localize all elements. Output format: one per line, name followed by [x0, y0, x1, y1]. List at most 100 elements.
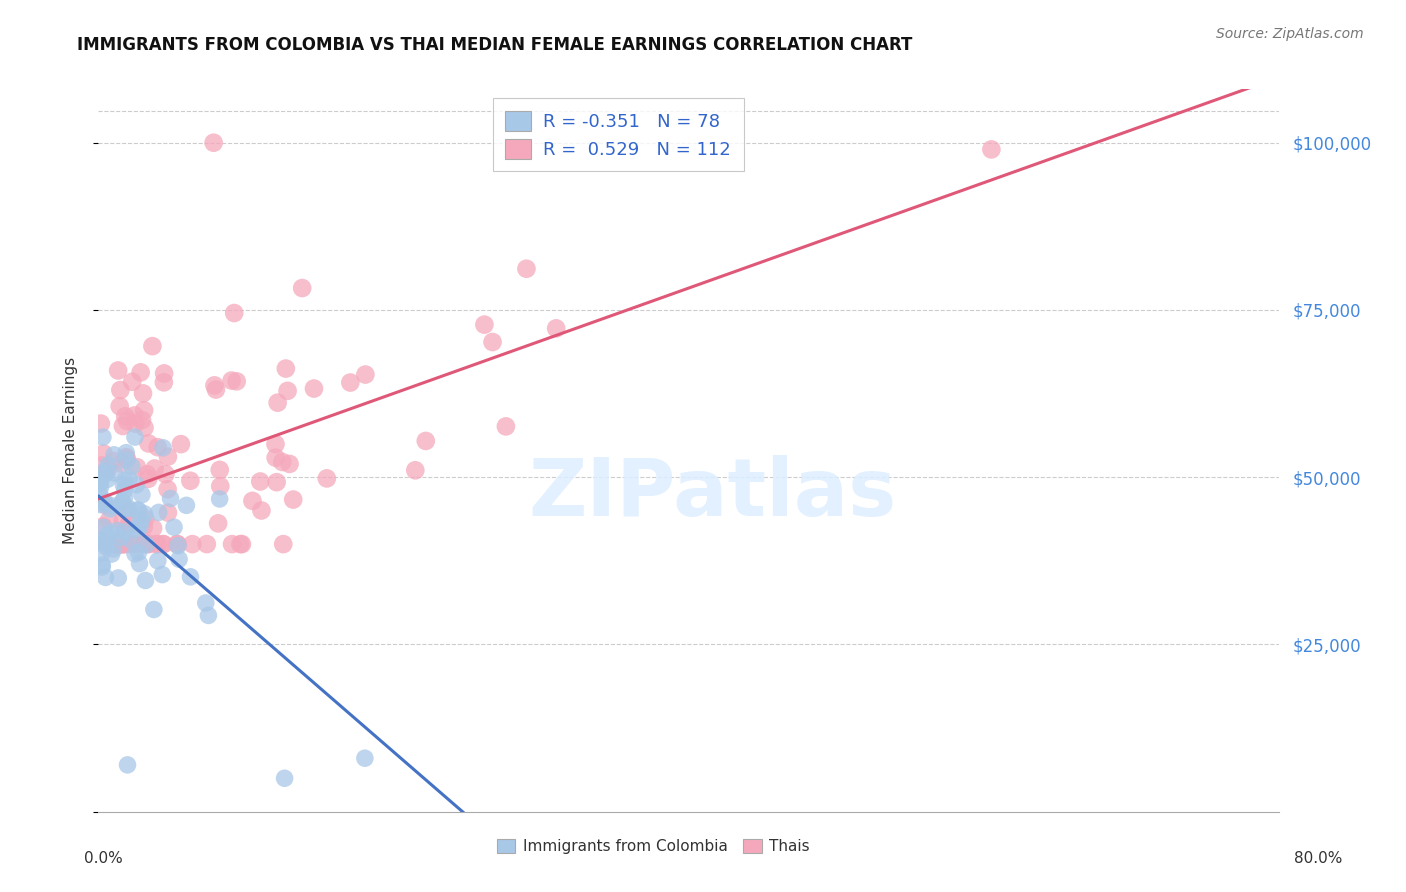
Point: [94, 534, 117, 549]
Point: [98, 526, 121, 541]
Point: [124, 430, 146, 444]
Point: [153, 376, 176, 390]
Point: [195, 537, 218, 551]
Point: [93, 496, 115, 510]
Point: [129, 515, 152, 529]
Point: [224, 306, 246, 320]
Point: [114, 537, 136, 551]
Point: [515, 261, 537, 276]
Point: [194, 596, 217, 610]
Point: [94, 498, 117, 512]
Point: [273, 771, 295, 786]
Point: [121, 459, 143, 474]
Point: [278, 457, 301, 471]
Point: [170, 437, 193, 451]
Point: [124, 409, 146, 423]
Point: [136, 472, 159, 486]
Point: [100, 547, 122, 561]
Point: [145, 537, 167, 551]
Point: [96, 472, 118, 486]
Point: [128, 557, 150, 571]
Point: [148, 505, 170, 519]
Point: [118, 472, 141, 486]
Point: [118, 537, 141, 551]
Point: [132, 403, 155, 417]
Point: [132, 386, 155, 401]
Point: [132, 519, 155, 533]
Point: [163, 520, 186, 534]
Point: [115, 452, 138, 467]
Point: [264, 450, 287, 465]
Point: [231, 537, 253, 551]
Point: [108, 537, 131, 551]
Point: [97, 462, 120, 476]
Point: [124, 417, 146, 431]
Point: [202, 136, 225, 150]
Point: [93, 533, 115, 548]
Text: 80.0%: 80.0%: [1295, 851, 1343, 865]
Point: [242, 494, 264, 508]
Point: [125, 523, 148, 537]
Point: [103, 537, 125, 551]
Point: [134, 512, 156, 526]
Point: [474, 318, 496, 332]
Point: [166, 537, 188, 551]
Point: [229, 537, 252, 551]
Point: [104, 537, 127, 551]
Point: [205, 383, 228, 397]
Point: [128, 537, 150, 551]
Point: [176, 499, 198, 513]
Point: [114, 409, 136, 424]
Point: [94, 467, 117, 481]
Point: [96, 529, 118, 543]
Point: [115, 414, 138, 428]
Point: [97, 458, 120, 472]
Point: [143, 461, 166, 475]
Point: [208, 491, 231, 506]
Point: [156, 482, 179, 496]
Point: [121, 375, 143, 389]
Point: [94, 495, 117, 509]
Point: [107, 571, 129, 585]
Point: [89, 488, 111, 502]
Point: [124, 547, 146, 561]
Point: [115, 450, 138, 464]
Point: [127, 503, 149, 517]
Point: [111, 514, 134, 528]
Point: [138, 537, 160, 551]
Point: [155, 467, 177, 481]
Point: [112, 478, 135, 492]
Point: [166, 537, 188, 551]
Point: [97, 513, 120, 527]
Point: [153, 367, 176, 381]
Point: [546, 321, 568, 335]
Point: [118, 517, 141, 532]
Point: [138, 436, 160, 450]
Point: [283, 492, 305, 507]
Point: [114, 524, 136, 539]
Point: [91, 430, 114, 444]
Point: [415, 434, 437, 448]
Point: [128, 545, 150, 559]
Point: [89, 481, 111, 495]
Point: [181, 537, 204, 551]
Point: [354, 751, 377, 765]
Point: [291, 281, 314, 295]
Point: [250, 503, 273, 517]
Point: [167, 552, 190, 566]
Point: [141, 339, 163, 353]
Point: [94, 540, 117, 554]
Point: [114, 523, 136, 537]
Point: [114, 502, 136, 516]
Point: [136, 467, 159, 482]
Point: [264, 437, 287, 451]
Text: Source: ZipAtlas.com: Source: ZipAtlas.com: [1216, 27, 1364, 41]
Point: [115, 445, 138, 459]
Point: [96, 537, 118, 551]
Point: [114, 490, 136, 504]
Point: [179, 474, 201, 488]
Point: [105, 537, 128, 551]
Point: [179, 570, 201, 584]
Point: [277, 384, 299, 398]
Point: [208, 463, 231, 477]
